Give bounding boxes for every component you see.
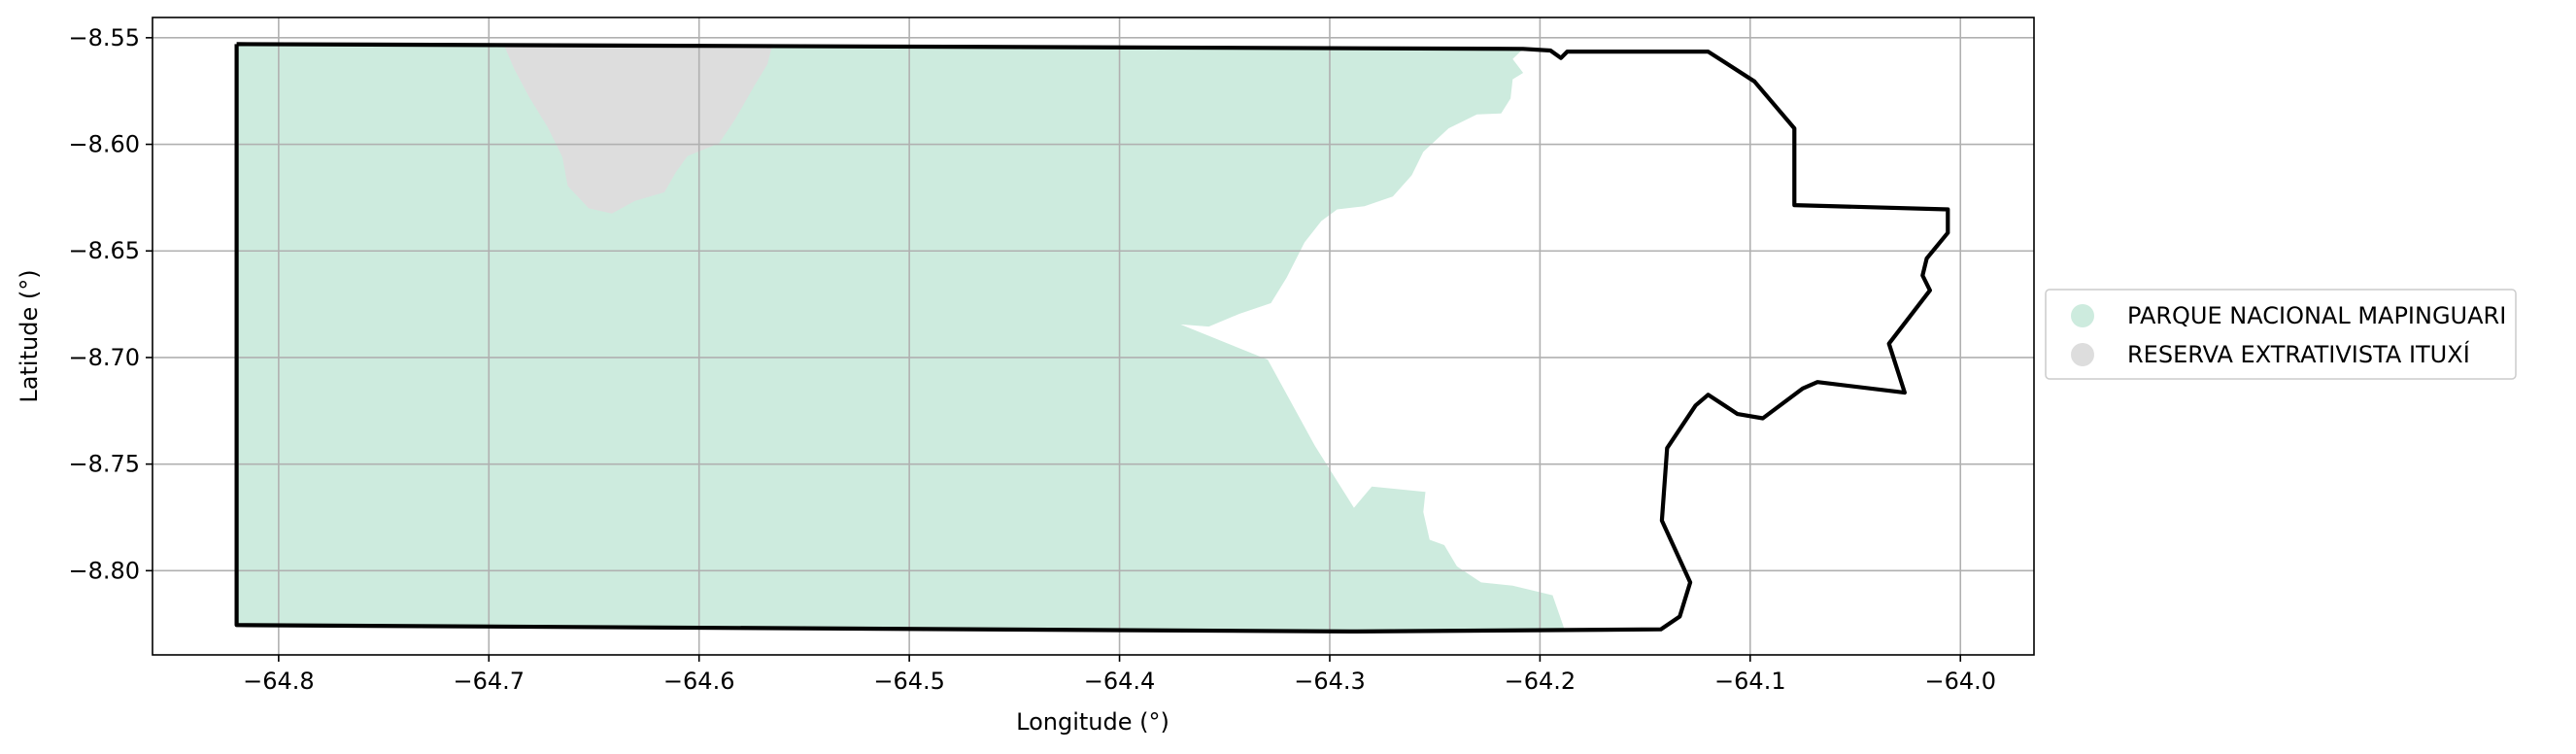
x-tick-label: −64.6 — [663, 668, 735, 695]
y-tick-label: −8.65 — [68, 237, 140, 264]
region-parque-nacional-mapinguari — [236, 44, 1566, 632]
study-area-boundary-layer — [234, 42, 1950, 634]
legend-swatch-parque-nacional-mapinguari — [2071, 304, 2094, 327]
y-tick-label: −8.75 — [68, 451, 140, 478]
protected-areas-layer — [236, 44, 1566, 632]
x-tick-label: −64.2 — [1505, 668, 1576, 695]
y-tick-label: −8.55 — [68, 24, 140, 51]
y-axis-ticks: −8.80 −8.75 −8.70 −8.65 −8.60 −8.55 — [68, 24, 153, 584]
y-tick-label: −8.60 — [68, 131, 140, 158]
grid-lines — [153, 17, 2034, 655]
legend-frame — [2045, 289, 2517, 380]
x-tick-label: −64.0 — [1924, 668, 1996, 695]
legend: PARQUE NACIONAL MAPINGUARI RESERVA EXTRA… — [2045, 289, 2517, 380]
x-axis-ticks: −64.8 −64.7 −64.6 −64.5 −64.4 −64.3 −64.2 −64.1… — [243, 655, 1996, 695]
legend-swatch-reserva-extrativista-ituxi — [2071, 343, 2094, 366]
x-tick-label: −64.5 — [873, 668, 945, 695]
legend-label-parque-nacional-mapinguari: PARQUE NACIONAL MAPINGUARI — [2127, 302, 2506, 329]
y-axis-label: Latitude (°) — [16, 269, 43, 402]
y-tick-label: −8.70 — [68, 344, 140, 371]
study-area-boundary — [234, 42, 1950, 634]
axes-frame — [152, 17, 2035, 656]
x-tick-label: −64.4 — [1084, 668, 1156, 695]
y-tick-label: −8.80 — [68, 557, 140, 584]
x-tick-label: −64.7 — [454, 668, 525, 695]
x-axis-label: Longitude (°) — [1016, 708, 1169, 736]
legend-label-reserva-extrativista-ituxi: RESERVA EXTRATIVISTA ITUXÍ — [2127, 340, 2470, 368]
x-tick-label: −64.8 — [243, 668, 315, 695]
x-tick-label: −64.3 — [1294, 668, 1366, 695]
region-reserva-extrativista-ituxi — [503, 44, 773, 214]
x-tick-label: −64.1 — [1714, 668, 1786, 695]
